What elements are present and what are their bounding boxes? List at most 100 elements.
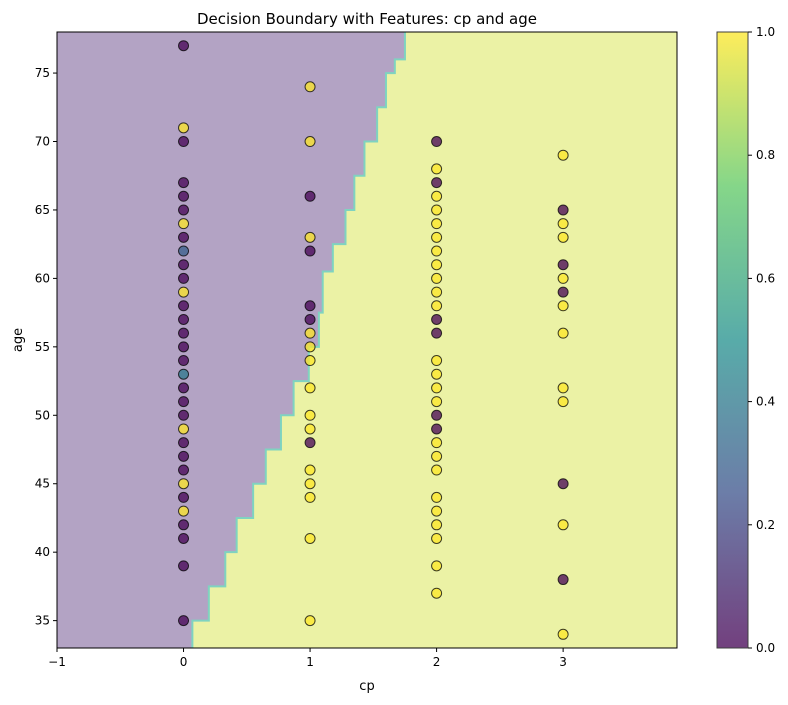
data-point [178, 519, 190, 531]
data-point [178, 300, 190, 312]
data-point [431, 382, 443, 394]
data-point [557, 272, 569, 284]
data-point [431, 396, 443, 408]
data-point [178, 355, 190, 367]
data-point [304, 437, 316, 449]
data-point [304, 478, 316, 490]
x-axis-ticks: −1 0 1 2 3 [48, 648, 567, 669]
data-point [304, 532, 316, 544]
data-point [557, 519, 569, 531]
data-point [557, 231, 569, 243]
data-point [431, 286, 443, 298]
colorbar-tick-label: 0.4 [756, 395, 775, 409]
data-point [178, 396, 190, 408]
data-point [304, 190, 316, 202]
colorbar-tick-label: 0.2 [756, 518, 775, 532]
data-point [178, 122, 190, 134]
y-axis-ticks: 35 40 45 50 55 60 65 70 75 [35, 66, 57, 628]
data-point [304, 245, 316, 257]
data-point [178, 272, 190, 284]
data-point [178, 409, 190, 421]
x-axis-label: cp [359, 679, 374, 694]
colorbar-gradient [716, 31, 749, 649]
y-tick-label: 55 [35, 340, 50, 354]
data-point [431, 464, 443, 476]
y-tick-label: 60 [35, 271, 50, 285]
data-point [178, 423, 190, 435]
colorbar: 0.0 0.2 0.4 0.6 0.8 1.0 [716, 25, 775, 655]
x-tick-label: 2 [433, 655, 441, 669]
data-point [431, 437, 443, 449]
data-point [178, 560, 190, 572]
data-point [304, 423, 316, 435]
data-point [431, 532, 443, 544]
data-point [431, 136, 443, 148]
y-tick-label: 70 [35, 135, 50, 149]
data-point [304, 327, 316, 339]
data-point [431, 505, 443, 517]
data-point [557, 204, 569, 216]
x-tick-label: 3 [559, 655, 567, 669]
data-point [304, 464, 316, 476]
data-point [431, 560, 443, 572]
data-point [431, 177, 443, 189]
data-point [431, 163, 443, 175]
data-point [557, 286, 569, 298]
data-point [431, 409, 443, 421]
y-tick-label: 75 [35, 66, 50, 80]
data-point [178, 382, 190, 394]
data-point [304, 313, 316, 325]
data-point [557, 396, 569, 408]
data-point [431, 519, 443, 531]
y-tick-label: 40 [35, 545, 50, 559]
colorbar-tick-label: 0.8 [756, 148, 775, 162]
data-point [557, 574, 569, 586]
data-point [557, 478, 569, 490]
data-point [178, 478, 190, 490]
data-point [178, 505, 190, 517]
data-point [431, 218, 443, 230]
data-point [178, 450, 190, 462]
decision-boundary-line [191, 32, 406, 648]
data-point [304, 231, 316, 243]
data-point [178, 218, 190, 230]
data-point [304, 615, 316, 627]
data-point [178, 204, 190, 216]
data-point [178, 259, 190, 271]
data-point [304, 491, 316, 503]
y-tick-label: 65 [35, 203, 50, 217]
data-point [557, 300, 569, 312]
data-point [431, 491, 443, 503]
data-point [178, 491, 190, 503]
data-point [431, 313, 443, 325]
data-point [178, 615, 190, 627]
scatter-points [178, 40, 569, 640]
plot-area [57, 32, 677, 648]
data-point [178, 177, 190, 189]
data-point [431, 368, 443, 380]
data-point [178, 136, 190, 148]
data-point [304, 409, 316, 421]
y-tick-label: 45 [35, 477, 50, 491]
data-point [431, 450, 443, 462]
data-point [431, 423, 443, 435]
data-point [431, 204, 443, 216]
data-point [557, 382, 569, 394]
data-point [431, 355, 443, 367]
x-tick-label: −1 [48, 655, 66, 669]
data-point [178, 286, 190, 298]
data-point [431, 300, 443, 312]
y-tick-label: 50 [35, 408, 50, 422]
data-point [304, 382, 316, 394]
data-point [431, 231, 443, 243]
data-point [178, 437, 190, 449]
colorbar-tick-label: 0.6 [756, 271, 775, 285]
data-point [178, 464, 190, 476]
data-point [304, 341, 316, 353]
colorbar-tick-label: 0.0 [756, 641, 775, 655]
data-point [431, 259, 443, 271]
data-point [431, 327, 443, 339]
data-point [431, 587, 443, 599]
data-point [178, 231, 190, 243]
